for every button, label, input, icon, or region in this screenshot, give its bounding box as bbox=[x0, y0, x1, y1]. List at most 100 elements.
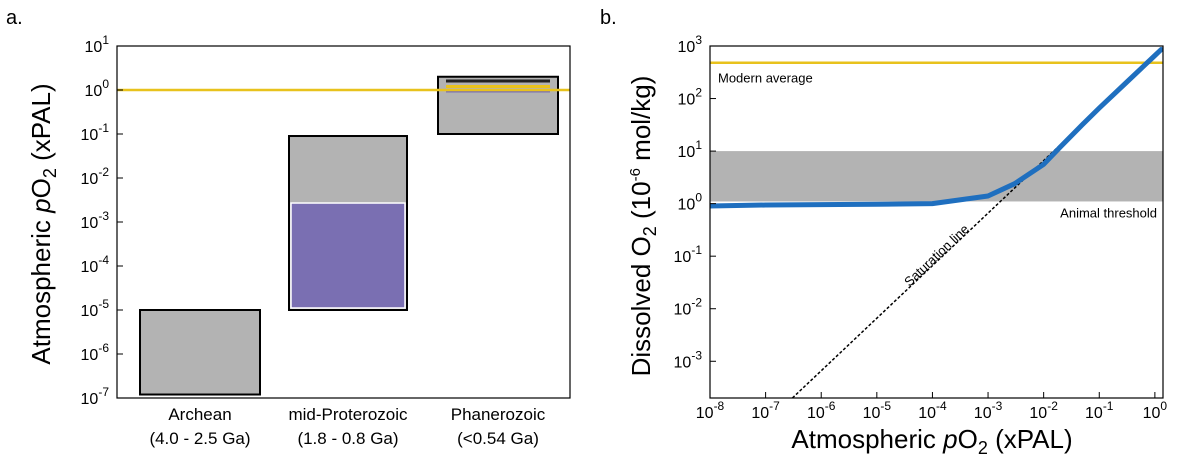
x-tick-label-base: 10 bbox=[751, 405, 769, 422]
x-tick-label: 10-5 bbox=[863, 399, 892, 422]
inner-range-box-0 bbox=[290, 202, 406, 309]
y-tick-label-exp: -3 bbox=[691, 348, 702, 362]
modern-average-label: Modern average bbox=[718, 71, 813, 86]
x-tick-label: 10-1 bbox=[1085, 399, 1114, 422]
y-tick-label-exp: -1 bbox=[691, 243, 702, 257]
y-tick-label-base: 10 bbox=[85, 83, 103, 100]
y-tick-label-exp: 0 bbox=[102, 77, 109, 91]
panel-b-plot-area: Modern average Animal threshold Saturation… bbox=[709, 45, 1164, 399]
y-tick-label: 103 bbox=[678, 33, 703, 56]
y-tick-label: 101 bbox=[678, 138, 703, 161]
y-tick-label-base: 10 bbox=[674, 354, 692, 371]
y-tick-label-base: 10 bbox=[81, 347, 99, 364]
panel-b-y-axis-label: Dissolved O2 (10-6 mol/kg) bbox=[626, 76, 660, 377]
y-tick-label-exp: 1 bbox=[695, 138, 702, 152]
x-tick-label-base: 10 bbox=[918, 405, 936, 422]
x-tick-label-base: 10 bbox=[807, 405, 825, 422]
category-range: (<0.54 Ga) bbox=[457, 429, 539, 448]
x-tick-label: 10-2 bbox=[1029, 399, 1058, 422]
saturation-line-label: Saturation line bbox=[901, 221, 972, 289]
y-tick-label: 102 bbox=[678, 86, 703, 109]
x-tick-label-base: 10 bbox=[974, 405, 992, 422]
y-tick-label-exp: -5 bbox=[98, 297, 109, 311]
y-tick-label-exp: -2 bbox=[691, 296, 702, 310]
y-tick-label-exp: 0 bbox=[695, 191, 702, 205]
y-tick-label: 10-2 bbox=[674, 296, 703, 319]
panel-a-plot-area bbox=[116, 45, 571, 399]
y-tick-label-exp: 1 bbox=[102, 33, 109, 47]
y-tick-label: 10-7 bbox=[81, 385, 110, 408]
y-tick-label-base: 10 bbox=[678, 39, 696, 56]
x-tick-label-exp: -1 bbox=[1103, 399, 1114, 413]
x-tick-label: 10-8 bbox=[696, 399, 725, 422]
y-tick-label-exp: -2 bbox=[98, 165, 109, 179]
y-tick-label-base: 10 bbox=[678, 197, 696, 214]
panel-b-frame bbox=[709, 45, 1164, 399]
y-tick-label-exp: -4 bbox=[98, 253, 109, 267]
x-tick-label: 10-4 bbox=[918, 399, 947, 422]
y-tick-label-base: 10 bbox=[85, 39, 103, 56]
panel-b-x-axis-label: Atmospheric pO2 (xPAL) bbox=[791, 424, 1072, 457]
y-tick-label-base: 10 bbox=[674, 249, 692, 266]
y-tick-label-base: 10 bbox=[81, 303, 99, 320]
y-tick-label-base: 10 bbox=[81, 171, 99, 188]
panel-b: b. Dissolved O2 (10-6 mol/kg) Atmospheri… bbox=[600, 7, 1167, 457]
panel-a-y-axis-label: Atmospheric pO2 (xPAL) bbox=[26, 83, 60, 364]
y-tick-label-base: 10 bbox=[678, 92, 696, 109]
x-tick-label-exp: -8 bbox=[714, 399, 725, 413]
x-tick-label: 10-6 bbox=[807, 399, 836, 422]
y-tick-label: 101 bbox=[85, 33, 110, 56]
category-name: mid-Proterozoic bbox=[288, 405, 408, 424]
x-tick-label-base: 10 bbox=[863, 405, 881, 422]
panel-b-label: b. bbox=[600, 7, 617, 29]
x-tick-label-base: 10 bbox=[696, 405, 714, 422]
animal-threshold-band bbox=[710, 151, 1163, 202]
y-tick-label-exp: -7 bbox=[98, 385, 109, 399]
x-tick-label: 100 bbox=[1143, 399, 1168, 422]
category-range: (1.8 - 0.8 Ga) bbox=[297, 429, 398, 448]
dissolved-o2-curve bbox=[710, 47, 1163, 209]
animal-threshold-label: Animal threshold bbox=[1060, 205, 1157, 220]
panel-a: a. Atmospheric pO2 (xPAL) 10110010-110-2… bbox=[6, 7, 571, 448]
y-tick-label: 10-1 bbox=[674, 243, 703, 266]
x-tick-label-base: 10 bbox=[1143, 405, 1161, 422]
y-tick-label-base: 10 bbox=[674, 302, 692, 319]
y-tick-label: 10-1 bbox=[81, 121, 110, 144]
y-tick-label: 10-2 bbox=[81, 165, 110, 188]
x-tick-label-exp: -3 bbox=[992, 399, 1003, 413]
range-box-0 bbox=[139, 309, 261, 396]
y-tick-label-exp: -6 bbox=[98, 341, 109, 355]
y-tick-label-exp: -3 bbox=[98, 209, 109, 223]
x-tick-label-exp: -4 bbox=[936, 399, 947, 413]
category-name: Phanerozoic bbox=[451, 405, 546, 424]
x-tick-label: 10-7 bbox=[751, 399, 780, 422]
x-tick-label-exp: -2 bbox=[1047, 399, 1058, 413]
y-tick-label: 100 bbox=[678, 191, 703, 214]
y-tick-label-base: 10 bbox=[678, 144, 696, 161]
y-tick-label: 10-4 bbox=[81, 253, 110, 276]
category-range: (4.0 - 2.5 Ga) bbox=[149, 429, 250, 448]
panel-b-x-ticks: 10-8 10-7 10-6 10-5 10-4 10-3 10-2 10-1 100 bbox=[696, 392, 1168, 422]
panel-b-inner bbox=[710, 47, 1163, 398]
y-tick-label: 100 bbox=[85, 77, 110, 100]
y-tick-label: 10-3 bbox=[674, 348, 703, 371]
y-tick-label-exp: -1 bbox=[98, 121, 109, 135]
panel-a-label: a. bbox=[6, 7, 23, 29]
y-tick-label-base: 10 bbox=[81, 391, 99, 408]
y-tick-label-base: 10 bbox=[81, 215, 99, 232]
x-tick-label-exp: -7 bbox=[769, 399, 780, 413]
y-tick-label: 10-3 bbox=[81, 209, 110, 232]
x-tick-label-base: 10 bbox=[1085, 405, 1103, 422]
x-tick-label: 10-3 bbox=[974, 399, 1003, 422]
y-tick-label-base: 10 bbox=[81, 259, 99, 276]
y-tick-label-base: 10 bbox=[81, 127, 99, 144]
y-tick-label-exp: 3 bbox=[695, 33, 702, 47]
y-tick-label-exp: 2 bbox=[695, 86, 702, 100]
x-tick-label-exp: 0 bbox=[1160, 399, 1167, 413]
category-name: Archean bbox=[168, 405, 231, 424]
x-tick-label-exp: -5 bbox=[880, 399, 891, 413]
y-tick-label: 10-5 bbox=[81, 297, 110, 320]
